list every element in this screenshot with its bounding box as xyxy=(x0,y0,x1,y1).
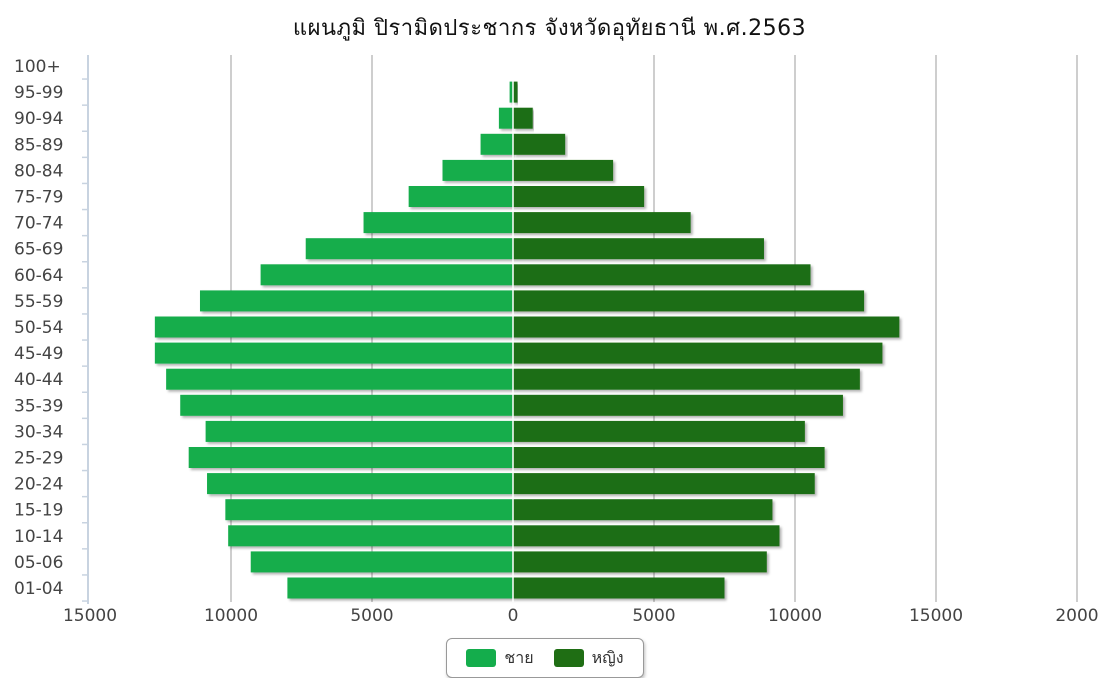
category-label: 10-14 xyxy=(14,527,63,547)
bar-male[interactable] xyxy=(154,316,514,338)
category-label: 90-94 xyxy=(14,109,63,129)
bar-female[interactable] xyxy=(513,212,691,234)
category-label: 85-89 xyxy=(14,135,63,155)
bar-female[interactable] xyxy=(513,551,767,573)
legend-label-male: ชาย xyxy=(504,647,534,667)
category-label: 35-39 xyxy=(14,396,63,416)
bar-female[interactable] xyxy=(513,133,566,155)
bar-male[interactable] xyxy=(199,290,514,312)
chart-title: แผนภูมิ ปิรามิดประชากร จังหวัดอุทัยธานี … xyxy=(292,16,807,41)
y-axis xyxy=(82,55,89,604)
bar-male[interactable] xyxy=(287,577,513,599)
bar-male[interactable] xyxy=(250,551,514,573)
bar-male[interactable] xyxy=(225,499,514,521)
bar-male[interactable] xyxy=(498,107,513,129)
x-tick-label: 10000 xyxy=(204,606,258,626)
legend-item-male[interactable]: ชาย xyxy=(466,646,534,671)
x-tick-label: 15000 xyxy=(63,606,117,626)
category-label: 25-29 xyxy=(14,449,63,469)
bar-female[interactable] xyxy=(513,186,645,207)
bar-male[interactable] xyxy=(188,447,513,468)
bar-male[interactable] xyxy=(205,420,513,442)
legend-item-female[interactable]: หญิง xyxy=(553,646,624,671)
bar-female[interactable] xyxy=(513,525,780,547)
bars xyxy=(154,80,900,602)
bar-male[interactable] xyxy=(180,394,514,416)
bar-male[interactable] xyxy=(154,342,514,364)
bar-female[interactable] xyxy=(513,316,900,338)
bar-male[interactable] xyxy=(442,159,514,181)
bar-male[interactable] xyxy=(260,264,513,286)
category-label: 40-44 xyxy=(14,370,63,390)
category-label: 15-19 xyxy=(14,501,63,521)
bar-female[interactable] xyxy=(513,290,865,312)
bar-female[interactable] xyxy=(513,264,811,286)
bar-female[interactable] xyxy=(513,577,725,599)
bar-male[interactable] xyxy=(166,368,513,390)
category-label: 05-06 xyxy=(14,553,63,573)
bar-male[interactable] xyxy=(509,81,513,103)
bar-female[interactable] xyxy=(513,368,860,390)
category-label: 75-79 xyxy=(14,188,63,208)
bar-female[interactable] xyxy=(513,473,815,495)
category-labels: 01-04 05-06 10-14 15-19 20-24 25-29 30-34 35-39… xyxy=(14,57,63,599)
category-label: 65-69 xyxy=(14,240,63,260)
category-label: 50-54 xyxy=(14,318,63,338)
bar-female[interactable] xyxy=(513,499,773,521)
bar-female[interactable] xyxy=(513,159,614,181)
x-tick-label: 2000 xyxy=(1055,606,1098,626)
x-tick-label: 5000 xyxy=(632,606,675,626)
category-label: 70-74 xyxy=(14,214,63,234)
category-label: 20-24 xyxy=(14,475,63,495)
legend: ชาย หญิง xyxy=(446,638,644,678)
x-tick-label: 15000 xyxy=(909,606,963,626)
bar-female[interactable] xyxy=(513,107,533,129)
bar-male[interactable] xyxy=(480,133,513,155)
legend-label-female: หญิง xyxy=(591,647,624,667)
bar-male[interactable] xyxy=(363,212,513,234)
category-label: 45-49 xyxy=(14,344,63,364)
bar-male[interactable] xyxy=(228,525,513,547)
x-tick-label: 0 xyxy=(508,606,519,626)
bar-female[interactable] xyxy=(513,342,883,364)
legend-swatch-female xyxy=(553,649,584,667)
x-tick-label: 5000 xyxy=(350,606,393,626)
bar-female[interactable] xyxy=(513,394,843,416)
x-tick-label: 10000 xyxy=(768,606,822,626)
category-label: 01-04 xyxy=(14,579,63,599)
bar-female[interactable] xyxy=(513,447,825,468)
category-label: 60-64 xyxy=(14,266,63,286)
category-label: 95-99 xyxy=(14,83,63,103)
x-tick-labels: 15000 10000 5000 0 5000 10000 15000 2000 xyxy=(63,606,1099,626)
category-label: 100+ xyxy=(14,57,61,77)
bar-male[interactable] xyxy=(305,238,513,260)
category-label: 55-59 xyxy=(14,292,63,312)
legend-swatch-male xyxy=(466,649,497,667)
category-label: 80-84 xyxy=(14,161,63,181)
bar-female[interactable] xyxy=(513,420,805,442)
category-label: 30-34 xyxy=(14,422,63,442)
bar-female[interactable] xyxy=(513,238,764,260)
bar-male[interactable] xyxy=(207,473,513,495)
bar-female[interactable] xyxy=(513,81,518,103)
bar-male[interactable] xyxy=(408,186,513,207)
